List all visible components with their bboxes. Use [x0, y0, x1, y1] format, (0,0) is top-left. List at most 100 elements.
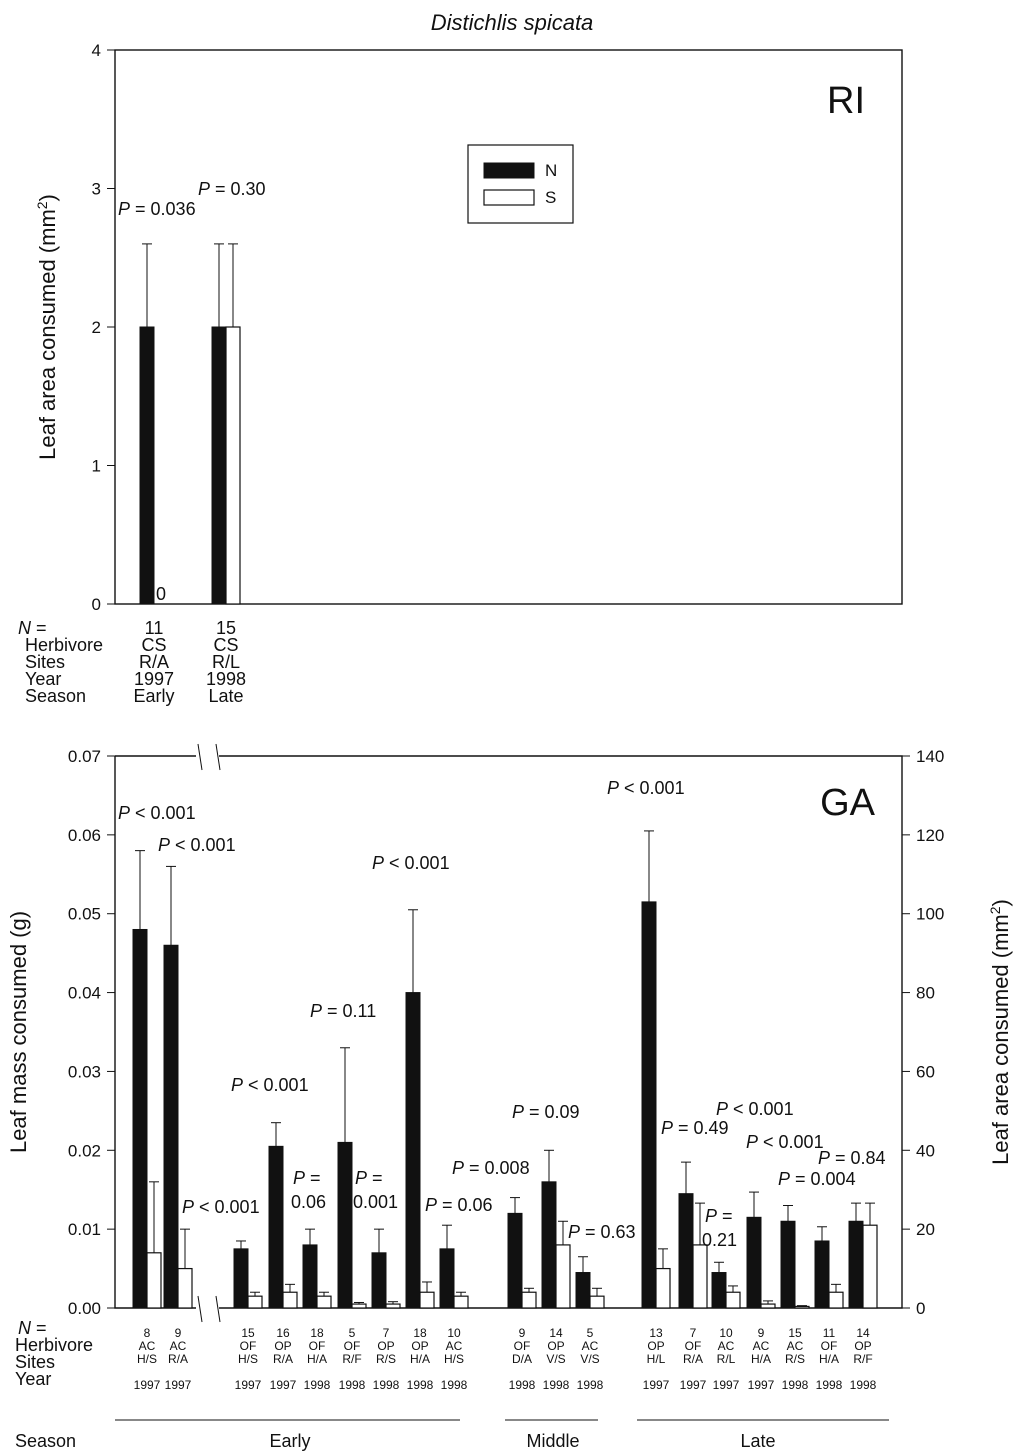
- info-sites: H/S: [238, 1352, 258, 1366]
- row-label-season: Season: [25, 686, 86, 706]
- info-herbivore: AC: [446, 1339, 463, 1353]
- info-n: 10: [447, 1326, 461, 1340]
- bar-group: P = 0.63: [568, 1222, 636, 1309]
- bar-n: [746, 1216, 762, 1309]
- bar-n: [139, 326, 155, 605]
- y-tick-label: 0.01: [68, 1220, 101, 1239]
- row-labels-ri: N = Herbivore Sites Year Season: [18, 618, 103, 706]
- y-tick-label: 0.07: [68, 747, 101, 766]
- legend-label-s: S: [545, 188, 556, 207]
- legend: N S: [467, 144, 574, 224]
- bar-group: P < 0.001: [231, 1075, 309, 1309]
- p-value-label: P =: [355, 1168, 383, 1188]
- y-tick-label: 0: [92, 595, 101, 614]
- bar-group: P < 0.001: [607, 778, 685, 1309]
- info-sites: R/F: [853, 1352, 872, 1366]
- p-value-label: P =: [293, 1168, 321, 1188]
- bar-n: [302, 1244, 318, 1309]
- info-n: 5: [587, 1326, 594, 1340]
- info-sites: V/S: [580, 1352, 599, 1366]
- info-year: 1997: [165, 1378, 192, 1392]
- row-labels-ga: N = Herbivore Sites Year Season: [15, 1318, 93, 1451]
- y-right-tick-label: 20: [916, 1220, 935, 1239]
- bar-n: [337, 1141, 353, 1309]
- row-label-herbivore-ga: Herbivore: [15, 1335, 93, 1355]
- bar-group: P = 0.06: [425, 1195, 493, 1309]
- y-tick-label: 0.06: [68, 826, 101, 845]
- info-n: 10: [719, 1326, 733, 1340]
- info-year: 1998: [407, 1378, 434, 1392]
- info-herbivore: OF: [514, 1339, 531, 1353]
- p-value-label: P < 0.001: [182, 1197, 260, 1217]
- info-herbivore: OP: [377, 1339, 394, 1353]
- bar-group: P = 0.004: [778, 1169, 856, 1309]
- info-sites: D/A: [512, 1352, 532, 1366]
- y-tick-label: 0.05: [68, 905, 101, 924]
- bar-s: [589, 1295, 605, 1309]
- p-value-label: P = 0.11: [310, 1001, 376, 1021]
- axis-break-top: [197, 743, 221, 771]
- info-year: 1998: [782, 1378, 809, 1392]
- y-tick-label: 1: [92, 457, 101, 476]
- info-sites: H/A: [307, 1352, 327, 1366]
- info-sites: R/A: [683, 1352, 703, 1366]
- p-value-number: 0.06: [291, 1192, 326, 1212]
- y-right-tick-label: 100: [916, 905, 944, 924]
- info-n: 5: [349, 1326, 356, 1340]
- info-herbivore: CS: [213, 635, 238, 655]
- p-value-label: P = 0.036: [118, 199, 196, 219]
- y-tick-label: 0.00: [68, 1299, 101, 1318]
- bar-s: [316, 1295, 332, 1309]
- bar-s: [247, 1295, 263, 1309]
- legend-swatch-n: [483, 162, 535, 179]
- p-value-label: P < 0.001: [746, 1132, 824, 1152]
- bar-n: [233, 1248, 249, 1309]
- bar-group: P < 0.001: [158, 835, 236, 1309]
- p-value-label: P < 0.001: [118, 803, 196, 823]
- info-year: 1997: [748, 1378, 775, 1392]
- info-herbivore: OF: [309, 1339, 326, 1353]
- p-value-label: P < 0.001: [607, 778, 685, 798]
- row-label-year: Year: [25, 669, 61, 689]
- bar-n: [678, 1193, 694, 1309]
- bar-s: [453, 1295, 469, 1309]
- p-value-label: P = 0.49: [661, 1118, 729, 1138]
- info-year: 1998: [850, 1378, 877, 1392]
- row-label-n-ga: N =: [18, 1318, 47, 1338]
- info-sites: H/A: [410, 1352, 430, 1366]
- bar-group: P = 0.30: [198, 179, 266, 605]
- info-n: 11: [823, 1326, 836, 1340]
- bar-group: P = 0.008: [452, 1158, 537, 1309]
- info-n: 11: [145, 618, 164, 638]
- bar-group: P = 0.06: [291, 1168, 332, 1309]
- p-value-label: P = 0.008: [452, 1158, 530, 1178]
- info-herbivore: AC: [170, 1339, 187, 1353]
- bar-n: [405, 992, 421, 1309]
- row-label-herbivore: Herbivore: [25, 635, 103, 655]
- p-value-label: P < 0.001: [716, 1099, 794, 1119]
- info-year: 1998: [339, 1378, 366, 1392]
- info-herbivore: OF: [821, 1339, 838, 1353]
- info-herbivore: OP: [547, 1339, 564, 1353]
- info-herbivore: OP: [274, 1339, 291, 1353]
- bar-group: P = 0.09: [512, 1102, 580, 1309]
- p-value-label: P = 0.09: [512, 1102, 580, 1122]
- axis-break-bottom: [197, 1295, 221, 1323]
- bar-s: [521, 1291, 537, 1309]
- info-year: 1997: [680, 1378, 707, 1392]
- bar-group: P = 0.11: [310, 1001, 376, 1309]
- info-n: 9: [519, 1326, 526, 1340]
- group-info-ga: 8ACH/S19979ACR/A199715OFH/S199716OPR/A19…: [134, 1326, 877, 1392]
- y-tick-label: 0.03: [68, 1062, 101, 1081]
- bar-n: [814, 1240, 830, 1309]
- bar-n: [507, 1212, 523, 1309]
- bar-group: P < 0.001: [746, 1132, 824, 1309]
- p-value-label: P < 0.001: [231, 1075, 309, 1095]
- info-n: 14: [856, 1326, 870, 1340]
- info-sites: R/S: [376, 1352, 396, 1366]
- y-axis-right-ga: 0 20 40 60 80 100 120 140: [902, 747, 944, 1318]
- info-herbivore: AC: [753, 1339, 770, 1353]
- info-n: 15: [241, 1326, 255, 1340]
- info-year: 1997: [134, 1378, 161, 1392]
- y-tick-label: 2: [92, 318, 101, 337]
